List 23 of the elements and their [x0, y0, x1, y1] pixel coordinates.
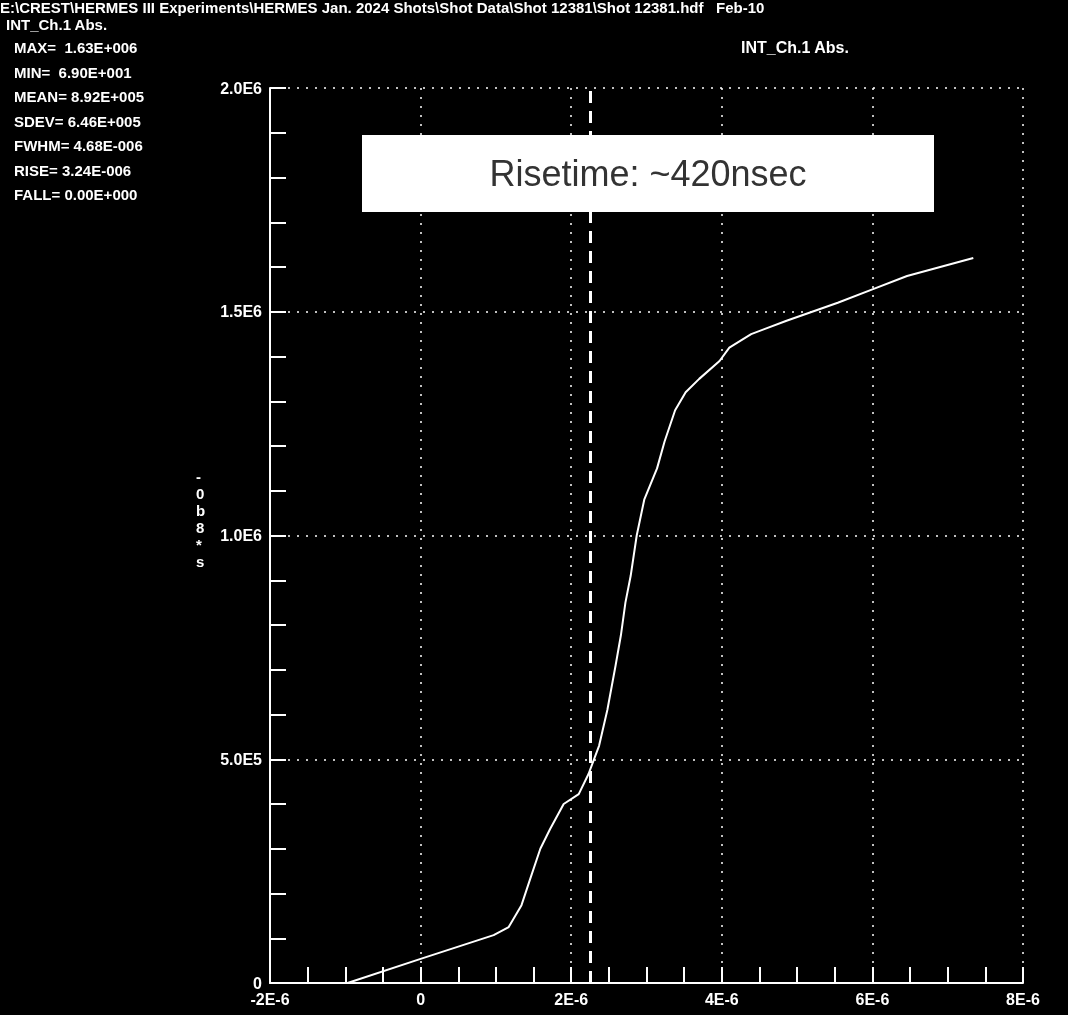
- text: MEAN= 8.92E+005: [14, 88, 145, 105]
- x-tick-label: -2E-6: [250, 990, 290, 1008]
- chart-title: INT_Ch.1 Abs.: [741, 38, 849, 56]
- y-tick-label: 0: [253, 974, 263, 992]
- text: SDEV= 6.46E+005: [14, 112, 141, 130]
- text: MIN= 6.90E+001: [14, 63, 132, 81]
- y-tick-label: 1.0E6: [220, 527, 263, 544]
- text: MAX= 1.63E+006: [14, 39, 138, 56]
- x-tick-label: 2E-6: [554, 990, 589, 1008]
- text: FALL= 0.00E+000: [14, 186, 138, 203]
- x-tick-label: 4E-6: [704, 990, 739, 1008]
- text: FWHM= 4.68E-006: [14, 137, 143, 154]
- text: E:\CREST\HERMES III Experiments\HERMES Jan. 2024 Shots\Shot Data\Shot 12381\Shot 12381.hdf Feb-10: [0, 0, 765, 16]
- x-tick-label: 6E-6: [855, 990, 890, 1008]
- text: INT_Ch.1 Abs.: [6, 16, 108, 33]
- y-tick-label: 2.0E6: [220, 79, 263, 97]
- x-tick-label: 0: [416, 990, 426, 1008]
- x-tick-label: 8E-6: [1006, 990, 1040, 1008]
- y-axis-title: -0b8*s: [196, 468, 206, 570]
- text: RISE= 3.24E-006: [14, 161, 132, 179]
- y-tick-label: 1.5E6: [220, 303, 263, 321]
- y-tick-label: 5.0E5: [220, 750, 263, 768]
- note-box: Risetime: ~420nsec: [362, 135, 934, 212]
